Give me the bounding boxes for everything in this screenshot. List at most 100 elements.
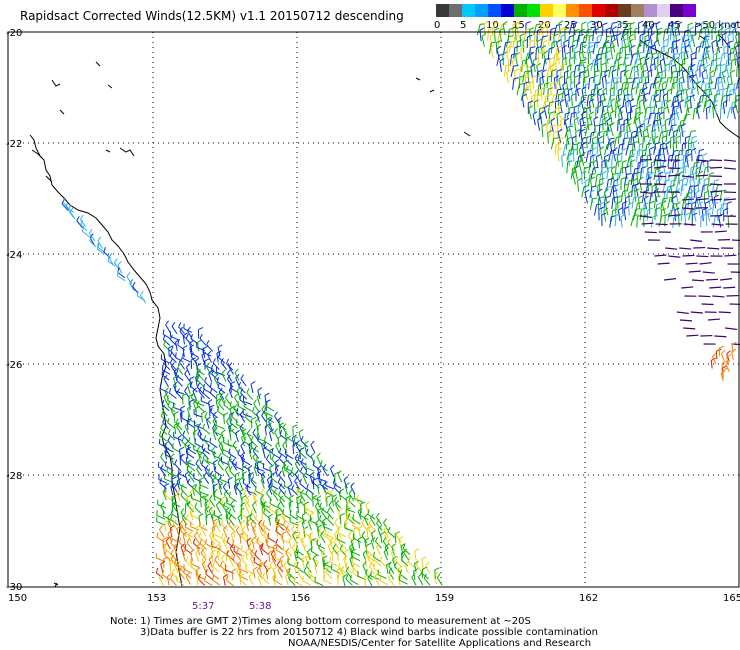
wind-barb [195,374,201,387]
wind-barb [523,81,530,95]
wind-barb [237,401,247,411]
wind-barb [535,46,542,60]
wind-barb [662,27,670,41]
wind-barb [368,519,377,531]
wind-barb [690,81,699,95]
wind-barb [488,41,497,54]
legend-swatch [592,4,605,17]
wind-barb [336,566,343,579]
wind-barb [689,239,703,242]
wind-barb [631,77,640,90]
wind-barb [367,554,375,567]
wind-barb [595,153,601,168]
wind-barb [533,23,542,36]
wind-barb [253,399,260,412]
wind-barb [617,130,625,144]
wind-barb [673,129,679,143]
wind-barb [182,430,190,443]
wind-barb [654,80,660,95]
wind-barb [268,513,273,526]
wind-barb [619,105,625,120]
wind-barb [227,476,233,489]
wind-barb [309,574,319,585]
wind-barb [678,76,684,90]
wind-barb [663,278,677,281]
wind-barb [656,117,663,132]
wind-barb [414,548,420,561]
wind-barb [265,567,271,580]
wind-barb [163,358,171,371]
wind-barb [679,319,693,322]
wind-barb [190,381,198,393]
wind-barb [506,69,512,84]
legend-label: 20 [538,20,551,31]
wind-barb [690,189,697,203]
wind-barb [266,416,272,429]
legend-label: 45 [668,20,681,31]
wind-barb [250,507,257,520]
wind-barb [581,44,587,59]
wind-barb [701,69,707,84]
wind-barb [169,358,177,371]
wind-barb [249,554,255,567]
wind-barb [265,399,271,412]
wind-barb [576,141,583,155]
wind-barb [566,160,573,174]
wind-barb [297,520,303,532]
wind-barb [643,39,650,53]
wind-barb [164,550,172,562]
wind-barb [275,552,284,563]
wind-barb [217,458,224,471]
wind-barb [682,254,695,257]
wind-barb [255,514,264,526]
wind-barb [644,52,652,65]
wind-barb [665,171,671,185]
wind-barb [203,471,210,485]
wind-barb [622,32,628,47]
wind-barb [666,185,673,199]
wind-barb [237,386,242,399]
wind-barb [205,569,214,580]
wind-barb [370,530,376,543]
wind-barb [655,21,661,36]
wind-barb [241,495,247,507]
wind-barb [529,51,535,66]
wind-barb [643,117,649,132]
wind-barb [596,141,604,155]
wind-barb [679,99,685,114]
wind-barb [390,549,396,562]
wind-barb [268,417,273,430]
wind-barb [610,172,618,186]
wind-barb [241,471,248,483]
wind-barb [165,536,171,550]
wind-barb [634,188,640,203]
wind-barb [254,485,264,496]
wind-barb [195,549,200,562]
wind-barb [316,470,322,483]
legend-swatch [670,4,683,17]
wind-barb [117,261,123,274]
wind-barb [220,357,227,370]
wind-barb [656,63,662,78]
wind-barb [673,57,679,72]
wind-barb [179,525,187,538]
wind-barb [246,388,254,400]
wind-barb [228,386,234,399]
wind-barb [171,476,177,489]
legend-swatch [475,4,488,17]
wind-barb [726,350,731,362]
wind-barb [235,526,242,539]
wind-barb [650,160,657,174]
wind-barb [592,41,601,54]
wind-barb [162,417,169,430]
wind-barb [527,100,534,114]
wind-barb [711,39,717,54]
wind-barb [256,410,261,423]
wind-barb [681,69,687,83]
wind-barb [649,63,656,77]
wind-barb [158,474,168,484]
wind-barb [623,118,630,132]
wind-barb [633,58,641,72]
wind-barb [230,418,238,429]
